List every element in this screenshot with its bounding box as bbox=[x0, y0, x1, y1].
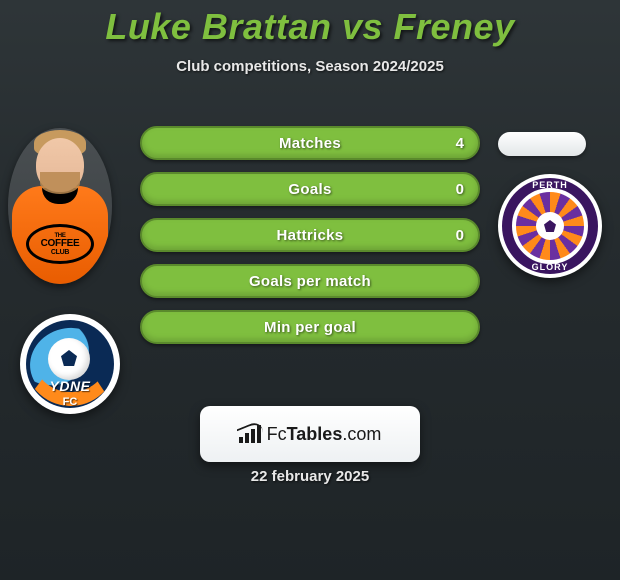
stat-row-matches: Matches 4 bbox=[140, 126, 480, 160]
page-title: Luke Brattan vs Freney bbox=[0, 6, 620, 48]
stat-bars: Matches 4 Goals 0 Hattricks 0 Goals per … bbox=[140, 126, 480, 356]
title-vs: vs bbox=[342, 6, 383, 47]
stat-label: Hattricks bbox=[142, 220, 478, 250]
stat-p1-value: 4 bbox=[456, 128, 464, 158]
player1-shirt-sponsor: THE COFFEE CLUB bbox=[26, 224, 94, 264]
stat-label: Min per goal bbox=[142, 312, 478, 342]
team1-badge-text: YDNE bbox=[20, 378, 120, 394]
player2-photo-placeholder bbox=[498, 132, 586, 156]
team2-badge-text-bottom: GLORY bbox=[498, 174, 602, 278]
stat-row-hattricks: Hattricks 0 bbox=[140, 218, 480, 252]
stat-row-gpm: Goals per match bbox=[140, 264, 480, 298]
team1-badge: YDNE FC bbox=[20, 314, 120, 414]
team1-badge-fc: FC bbox=[20, 396, 120, 408]
subtitle: Club competitions, Season 2024/2025 bbox=[0, 58, 620, 75]
stat-label: Goals per match bbox=[142, 266, 478, 296]
stat-p1-value: 0 bbox=[456, 220, 464, 250]
brand-text: FcTables.com bbox=[267, 424, 382, 445]
brand-chart-icon bbox=[239, 425, 261, 443]
title-player1: Luke Brattan bbox=[105, 6, 331, 47]
team2-badge: PERTH GLORY bbox=[498, 174, 602, 278]
stat-label: Goals bbox=[142, 174, 478, 204]
date-text: 22 february 2025 bbox=[0, 468, 620, 485]
brand-card: FcTables.com bbox=[200, 406, 420, 462]
stat-p1-value: 0 bbox=[456, 174, 464, 204]
stat-row-goals: Goals 0 bbox=[140, 172, 480, 206]
stat-label: Matches bbox=[142, 128, 478, 158]
stat-row-mpg: Min per goal bbox=[140, 310, 480, 344]
title-player2: Freney bbox=[394, 6, 515, 47]
player1-photo: THE COFFEE CLUB bbox=[8, 128, 112, 284]
